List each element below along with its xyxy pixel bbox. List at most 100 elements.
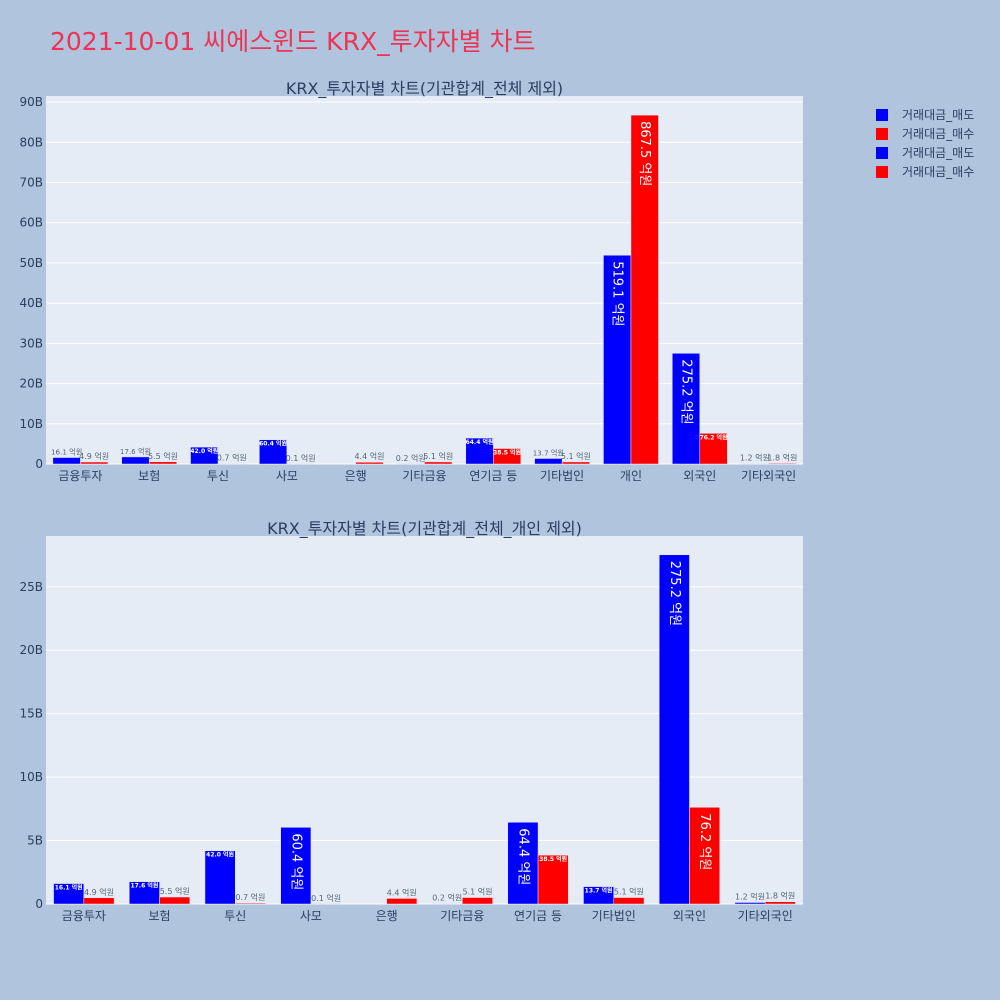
bar-data-label: 64.4 억원 (466, 438, 494, 446)
legend-label: 거래대금_매도 (902, 146, 974, 160)
chart-panel-1: 0 10B 20B 30B 40B 50B 60B 70B 80B 90B KRX_투자자별 차트(… (19, 79, 803, 483)
x-tick-label: 외국인 (673, 909, 706, 923)
y-tick-label: 20B (19, 643, 43, 657)
bar-data-label: 60.4 억원 (288, 833, 303, 890)
bar-data-label: 5.5 억원 (148, 451, 178, 461)
x-tick-label: 사모 (300, 909, 322, 923)
y-tick-label: 40B (19, 296, 43, 310)
y-tick-label: 5B (27, 834, 43, 848)
bar-sell (465, 437, 494, 465)
bar-data-label: 5.1 억원 (561, 451, 591, 461)
bar-buy (699, 433, 728, 465)
bar-data-label: 867.5 억원 (637, 121, 652, 186)
bar-data-label: 38.5 억원 (493, 449, 521, 457)
y-tick-label: 80B (19, 135, 43, 149)
bar-sell (734, 902, 766, 905)
bar-buy (83, 897, 115, 905)
x-tick-label: 투신 (207, 469, 229, 483)
bar-buy (613, 897, 645, 905)
bar-buy (148, 461, 178, 465)
bar-data-label: 17.6 억원 (130, 882, 158, 890)
bar-sell (259, 439, 288, 465)
legend-label: 거래대금_매수 (902, 127, 974, 141)
bar-data-label: 60.4 억원 (259, 440, 287, 448)
y-tick-label: 0 (35, 457, 43, 471)
bar-data-label: 1.8 억원 (767, 452, 797, 462)
x-tick-label: 개인 (620, 469, 642, 483)
bar-buy (768, 463, 797, 465)
bar-data-label: 0.7 억원 (235, 892, 265, 902)
bar-data-label: 5.1 억원 (614, 887, 644, 897)
y-tick-label: 30B (19, 336, 43, 350)
y-tick-label: 15B (19, 707, 43, 721)
bar-data-label: 4.4 억원 (354, 451, 384, 461)
bar-buy (159, 896, 191, 905)
bar-data-label: 13.7 억원 (585, 887, 613, 895)
bar-data-label: 76.2 억원 (700, 433, 728, 441)
legend-swatch (876, 109, 888, 121)
bar-buy (355, 461, 384, 465)
bar-sell (52, 457, 81, 465)
bar-sell (583, 886, 614, 905)
bar-data-label: 42.0 억원 (190, 447, 218, 455)
x-tick-label: 금융투자 (58, 469, 102, 483)
y-tick-label: 90B (19, 95, 43, 109)
bar-sell (129, 881, 160, 905)
bar-data-label: 1.2 억원 (740, 453, 770, 463)
bar-buy (561, 461, 590, 465)
legend-label: 거래대금_매도 (902, 108, 974, 122)
bar-data-label: 5.5 억원 (160, 886, 190, 896)
bar-data-label: 275.2 억원 (679, 359, 694, 424)
bar-sell (603, 254, 632, 465)
bar-buy (386, 898, 418, 905)
bar-data-label: 4.4 억원 (387, 887, 417, 897)
x-tick-label: 연기금 등 (469, 469, 517, 483)
y-tick-label: 20B (19, 377, 43, 391)
chart-title: KRX_투자자별 차트(기관합계_전체_개인 제외) (267, 519, 582, 539)
bar-buy (462, 897, 493, 905)
bar-data-label: 17.6 억원 (120, 447, 151, 456)
x-tick-label: 기타외국인 (738, 909, 793, 923)
bar-sell (658, 554, 690, 905)
bar-data-label: 0.1 억원 (286, 453, 316, 463)
bar-buy (537, 854, 569, 905)
bar-buy (630, 114, 659, 465)
x-tick-label: 기타외국인 (741, 469, 796, 483)
bar-data-label: 1.8 억원 (765, 891, 795, 901)
bar-data-label: 42.0 억원 (206, 851, 234, 859)
bar-buy (493, 448, 522, 465)
bar-data-label: 275.2 억원 (667, 561, 682, 626)
bar-data-label: 76.2 억원 (697, 813, 712, 870)
bar-buy (235, 902, 266, 905)
x-tick-label: 기타법인 (540, 469, 584, 483)
bar-data-label: 5.1 억원 (423, 451, 453, 461)
chart-title: KRX_투자자별 차트(기관합계_전체 제외) (286, 79, 563, 99)
legend-label: 거래대금_매수 (902, 165, 974, 179)
bar-data-label: 4.9 억원 (79, 451, 109, 461)
bar-data-label: 38.5 억원 (539, 855, 567, 863)
bar-buy (764, 901, 796, 905)
bar-data-label: 16.1 억원 (51, 448, 82, 457)
chart-panel-2: 0 5B 10B 15B 20B 25B KRX_투자자별 차트(기관합계_전체_개인 제외… (19, 519, 803, 923)
bar-data-label: 13.7 억원 (533, 448, 564, 457)
bar-data-label: 5.1 억원 (462, 887, 492, 897)
legend-swatch (876, 128, 888, 140)
bar-data-label: 64.4 억원 (515, 828, 530, 885)
legend-swatch (876, 147, 888, 159)
y-tick-label: 70B (19, 175, 43, 189)
bar-sell (204, 850, 236, 905)
bar-sell (671, 353, 701, 465)
bar-sell (190, 446, 219, 465)
bar-data-label: 0.7 억원 (217, 453, 247, 463)
bar-sell (53, 883, 85, 905)
x-tick-label: 기타법인 (592, 909, 636, 923)
bar-sell (121, 456, 150, 465)
bar-sell (280, 827, 312, 905)
x-tick-label: 연기금 등 (514, 909, 562, 923)
y-tick-label: 10B (19, 770, 43, 784)
y-tick-label: 60B (19, 216, 43, 230)
bar-sell (507, 822, 539, 905)
x-tick-label: 투신 (224, 909, 246, 923)
